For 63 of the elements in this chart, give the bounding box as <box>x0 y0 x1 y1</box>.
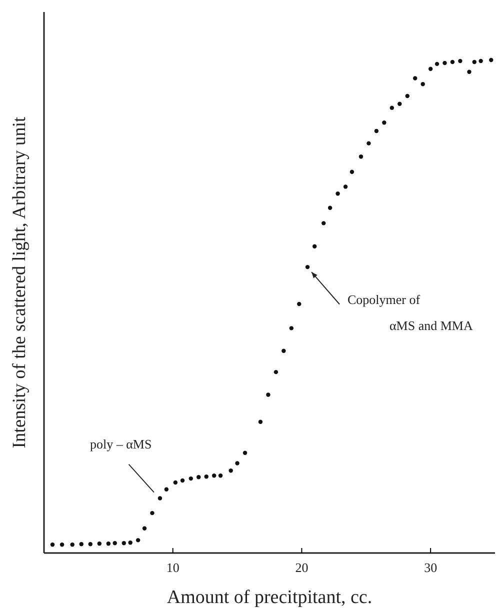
point <box>106 542 111 546</box>
point <box>289 326 294 330</box>
point <box>405 94 410 98</box>
point <box>164 487 169 492</box>
point <box>242 450 248 456</box>
point <box>450 60 455 64</box>
point <box>88 542 92 546</box>
x-tick-label: 20 <box>295 560 308 576</box>
point <box>258 420 263 424</box>
point <box>142 526 147 530</box>
point <box>297 302 302 306</box>
point <box>390 106 394 110</box>
point <box>442 60 447 66</box>
point <box>204 474 208 479</box>
annotation: Copolymer of αMS and MMA <box>348 292 474 334</box>
point <box>374 128 379 134</box>
point <box>128 540 132 545</box>
point <box>328 206 332 210</box>
point <box>398 102 402 106</box>
point <box>180 478 185 483</box>
point <box>235 461 240 466</box>
point <box>122 541 126 546</box>
x-tick-label: 30 <box>424 560 438 576</box>
point <box>478 58 483 64</box>
point <box>50 542 55 547</box>
point <box>97 542 102 546</box>
point <box>282 348 286 353</box>
x-axis-title: Amount of precitpitant, cc. <box>166 587 372 608</box>
point <box>212 473 216 478</box>
point <box>343 184 348 189</box>
point <box>312 244 317 248</box>
point <box>305 264 310 270</box>
point <box>196 474 201 480</box>
point <box>266 392 270 397</box>
point <box>173 480 178 485</box>
y-axis-title: Intensity of the scattered light, Arbitrary unit <box>10 116 30 448</box>
point <box>336 191 340 196</box>
point <box>428 66 433 71</box>
point <box>420 82 425 86</box>
point <box>366 141 371 146</box>
point <box>274 370 278 374</box>
point <box>489 58 494 62</box>
annotation: poly – αMS <box>90 436 152 452</box>
point <box>188 476 194 481</box>
point <box>136 538 140 542</box>
point <box>413 76 418 80</box>
point <box>467 70 472 74</box>
point <box>382 120 386 125</box>
point <box>472 60 476 64</box>
point <box>228 468 233 473</box>
x-tick-label: 10 <box>166 560 180 576</box>
point <box>434 62 440 66</box>
point <box>70 542 74 547</box>
point <box>150 510 154 516</box>
point <box>158 496 162 500</box>
point <box>358 154 364 159</box>
point <box>350 170 354 174</box>
point <box>322 221 326 226</box>
point <box>79 542 84 546</box>
point <box>458 58 462 64</box>
point <box>218 473 223 478</box>
point <box>60 542 64 547</box>
point <box>112 541 117 546</box>
